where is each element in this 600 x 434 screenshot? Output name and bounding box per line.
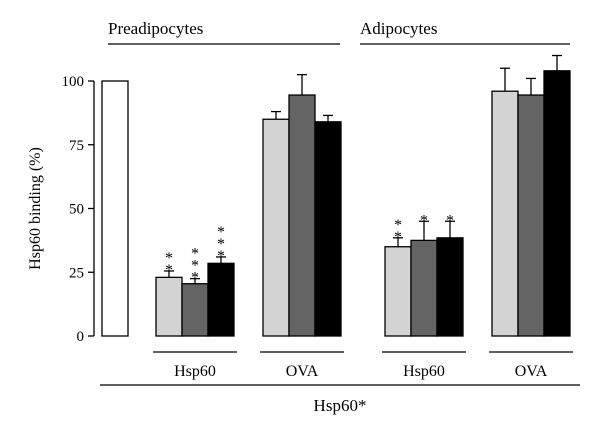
y-tick-label: 100 [62,74,85,90]
significance-star: * [394,217,402,234]
bar [517,94,545,337]
significance-star: * [217,224,225,241]
group-label: Preadipocytes [108,19,203,38]
bar-reference [101,80,129,337]
y-axis: 0 25 50 75 100 [62,74,95,345]
subgroup-label: OVA [286,363,319,380]
significance-star: * [217,248,225,265]
significance-star: * [217,236,225,253]
subgroup-label: OVA [515,363,548,380]
bar [262,118,290,337]
bar [384,246,412,337]
bar [155,276,183,337]
group-label: Adipocytes [360,19,437,38]
group-brackets: Preadipocytes Adipocytes Hsp60 OVA Hsp60 OVA H… [100,19,580,415]
bar [491,90,519,337]
significance-star: * [446,212,454,229]
significance-star: * [394,229,402,246]
y-tick-label: 50 [69,202,84,218]
subgroup-label: Hsp60 [403,363,445,380]
significance-star: * [191,258,199,275]
bar [207,262,235,337]
bar [410,239,438,337]
bars-layer: *********** * [101,54,571,337]
bar [543,70,571,337]
subgroup-label: Hsp60 [174,363,216,380]
significance-star: * [165,250,173,267]
y-tick-label: 0 [77,329,85,345]
bar [181,283,209,337]
bar [314,121,342,337]
y-tick-label: 25 [69,265,84,281]
footer-label: Hsp60* [314,396,367,415]
bar [436,237,464,337]
y-tick-label: 75 [69,138,84,154]
significance-star: * [191,246,199,263]
significance-star: * [165,262,173,279]
significance-star: * [420,212,428,229]
bar [288,94,316,337]
significance-star: * [191,270,199,287]
y-axis-title: Hsp60 binding (%) [27,147,44,270]
